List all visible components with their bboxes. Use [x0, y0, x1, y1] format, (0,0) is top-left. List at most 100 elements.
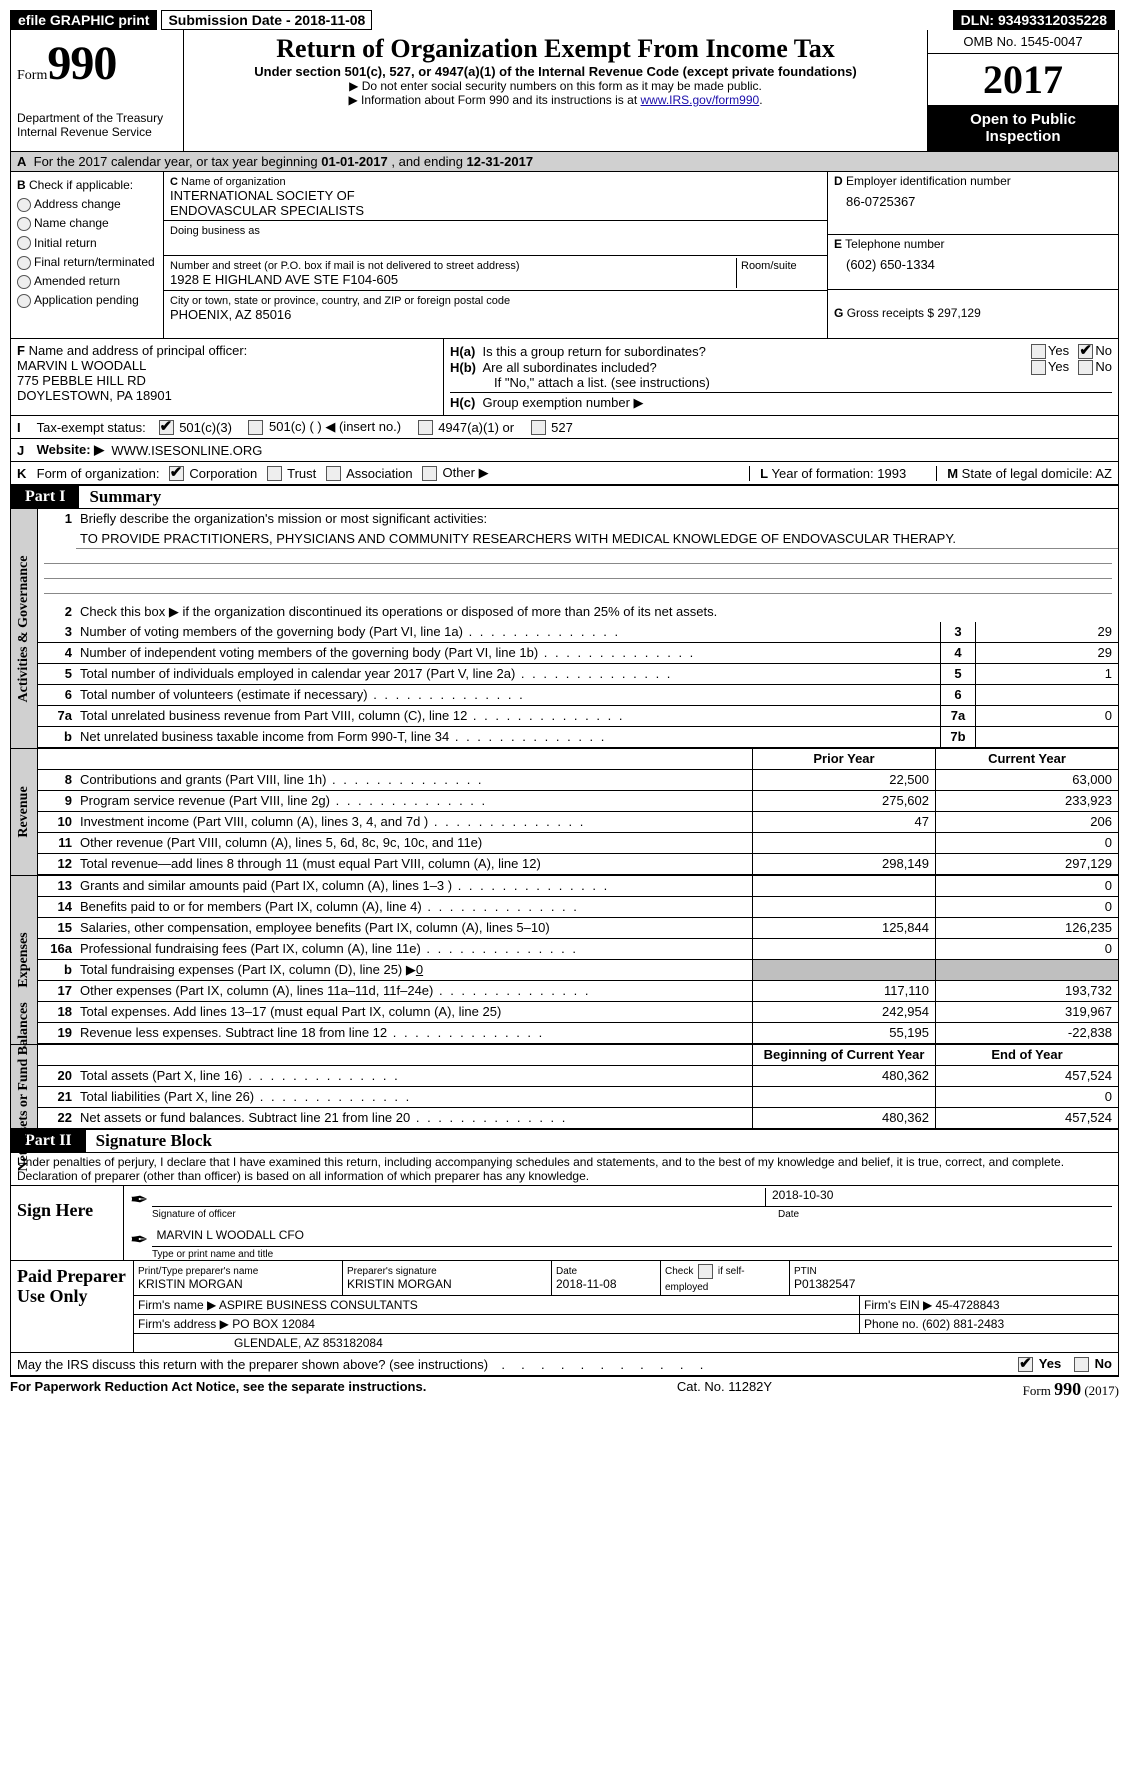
- form-number: 990: [47, 37, 116, 90]
- firm-addr2: GLENDALE, AZ 853182084: [134, 1334, 1118, 1352]
- line17-cy: 193,732: [935, 981, 1118, 1001]
- paperwork-notice: For Paperwork Reduction Act Notice, see …: [10, 1379, 426, 1400]
- discuss-no[interactable]: [1074, 1357, 1089, 1372]
- open-to-public: Open to Public Inspection: [928, 105, 1118, 151]
- line21-boc: [752, 1087, 935, 1107]
- ein-box: D Employer identification number 86-0725…: [828, 172, 1118, 235]
- firm-phone: (602) 881-2483: [922, 1317, 1004, 1331]
- cb-self-employed[interactable]: [698, 1264, 713, 1279]
- row-j-website: J Website: ▶ WWW.ISESONLINE.ORG: [11, 438, 1118, 461]
- line21-eoy: 0: [935, 1087, 1118, 1107]
- pen-icon: ✒: [130, 1233, 152, 1247]
- header-right: OMB No. 1545-0047 2017 Open to Public In…: [928, 30, 1118, 151]
- phone-box: E Telephone number (602) 650-1334: [828, 235, 1118, 290]
- cb-501c[interactable]: [248, 420, 263, 435]
- city-state-zip: PHOENIX, AZ 85016: [170, 307, 291, 322]
- entity-section: A For the 2017 calendar year, or tax yea…: [10, 152, 1119, 485]
- line9-py: 275,602: [752, 791, 935, 811]
- website-value: WWW.ISESONLINE.ORG: [111, 443, 262, 458]
- preparer-name: KRISTIN MORGAN: [138, 1277, 243, 1291]
- irs-link[interactable]: www.IRS.gov/form990: [640, 93, 759, 107]
- cb-501c3[interactable]: [159, 420, 174, 435]
- city-box: City or town, state or province, country…: [164, 291, 827, 325]
- form-ref: Form 990 (2017): [1023, 1379, 1119, 1400]
- ha-no[interactable]: [1078, 344, 1093, 359]
- line16b-cy-shaded: [935, 960, 1118, 980]
- line14-py: [752, 897, 935, 917]
- cb-name-change[interactable]: [17, 217, 31, 231]
- line7b-val: [975, 727, 1118, 747]
- ein-value: 86-0725367: [834, 188, 1112, 209]
- row-a: A For the 2017 calendar year, or tax yea…: [11, 152, 1118, 172]
- street-box: Number and street (or P.O. box if mail i…: [164, 256, 827, 291]
- preparer-sig: KRISTIN MORGAN: [347, 1277, 452, 1291]
- line10-py: 47: [752, 812, 935, 832]
- line19-cy: -22,838: [935, 1023, 1118, 1043]
- line20-eoy: 457,524: [935, 1066, 1118, 1086]
- line22-eoy: 457,524: [935, 1108, 1118, 1128]
- expenses-section: Expenses 13Grants and similar amounts pa…: [10, 875, 1119, 1044]
- line10-cy: 206: [935, 812, 1118, 832]
- line14-cy: 0: [935, 897, 1118, 917]
- hb-yes[interactable]: [1031, 360, 1046, 375]
- gross-receipts-value: 297,129: [937, 306, 980, 320]
- cb-corp[interactable]: [169, 466, 184, 481]
- vert-governance: Activities & Governance: [11, 509, 38, 748]
- cb-trust[interactable]: [267, 466, 282, 481]
- cb-address-change[interactable]: [17, 198, 31, 212]
- officer-signature-line[interactable]: [152, 1188, 765, 1207]
- pen-icon: ✒: [130, 1193, 152, 1207]
- phone-value: (602) 650-1334: [834, 251, 1112, 272]
- part2-header: Part II Signature Block: [10, 1129, 1119, 1153]
- street-address: 1928 E HIGHLAND AVE STE F104-605: [170, 272, 398, 287]
- hb-no[interactable]: [1078, 360, 1093, 375]
- gross-receipts-box: G Gross receipts $ 297,129: [828, 290, 1118, 338]
- line6-val: [975, 685, 1118, 705]
- omb-number: OMB No. 1545-0047: [928, 30, 1118, 54]
- efile-badge: efile GRAPHIC print: [10, 10, 157, 30]
- hb-note: If "No," attach a list. (see instruction…: [450, 375, 1112, 390]
- col-c: C Name of organization INTERNATIONAL SOC…: [164, 172, 828, 338]
- header-center: Return of Organization Exempt From Incom…: [184, 30, 928, 151]
- line13-py: [752, 876, 935, 896]
- cb-527[interactable]: [531, 420, 546, 435]
- submission-label: Submission Date -: [168, 12, 290, 28]
- line9-cy: 233,923: [935, 791, 1118, 811]
- ptin-value: P01382547: [794, 1277, 855, 1291]
- line11-py: [752, 833, 935, 853]
- ha-yes[interactable]: [1031, 344, 1046, 359]
- form-subtitle: Under section 501(c), 527, or 4947(a)(1)…: [194, 64, 917, 79]
- line7a-val: 0: [975, 706, 1118, 726]
- state-domicile: M State of legal domicile: AZ: [936, 466, 1112, 481]
- line5-val: 1: [975, 664, 1118, 684]
- form-header: Form990 Department of the Treasury Inter…: [10, 30, 1119, 152]
- line16a-cy: 0: [935, 939, 1118, 959]
- cat-number: Cat. No. 11282Y: [426, 1379, 1022, 1400]
- cb-application-pending[interactable]: [17, 294, 31, 308]
- preparer-date: 2018-11-08: [556, 1277, 617, 1291]
- cb-other[interactable]: [422, 466, 437, 481]
- submission-box: Submission Date - 2018-11-08: [161, 10, 372, 30]
- cb-initial-return[interactable]: [17, 236, 31, 250]
- officer-name: MARVIN L WOODALL: [17, 358, 146, 373]
- year-formation: L Year of formation: 1993: [749, 466, 906, 481]
- org-name-1: INTERNATIONAL SOCIETY OF: [170, 188, 355, 203]
- cb-final-return[interactable]: [17, 256, 31, 270]
- col-d-e-g: D Employer identification number 86-0725…: [828, 172, 1118, 338]
- line20-boc: 480,362: [752, 1066, 935, 1086]
- perjury-statement: Under penalties of perjury, I declare th…: [11, 1153, 1118, 1186]
- col-b-checkboxes: B Check if applicable: Address change Na…: [11, 172, 164, 338]
- revenue-section: Revenue Prior YearCurrent Year 8Contribu…: [10, 748, 1119, 875]
- discuss-yes[interactable]: [1018, 1357, 1033, 1372]
- cb-assoc[interactable]: [326, 466, 341, 481]
- sig-date: 2018-10-30: [765, 1188, 1112, 1207]
- dba-box: Doing business as: [164, 221, 827, 256]
- sign-here-label: Sign Here: [11, 1186, 124, 1260]
- cb-4947[interactable]: [418, 420, 433, 435]
- info-line: ▶ Information about Form 990 and its ins…: [194, 93, 917, 107]
- line3-val: 29: [975, 622, 1118, 642]
- line16b-py-shaded: [752, 960, 935, 980]
- sign-here-row: Sign Here ✒ 2018-10-30 Signature of offi…: [11, 1186, 1118, 1260]
- cb-amended[interactable]: [17, 275, 31, 289]
- signature-block: Under penalties of perjury, I declare th…: [10, 1153, 1119, 1353]
